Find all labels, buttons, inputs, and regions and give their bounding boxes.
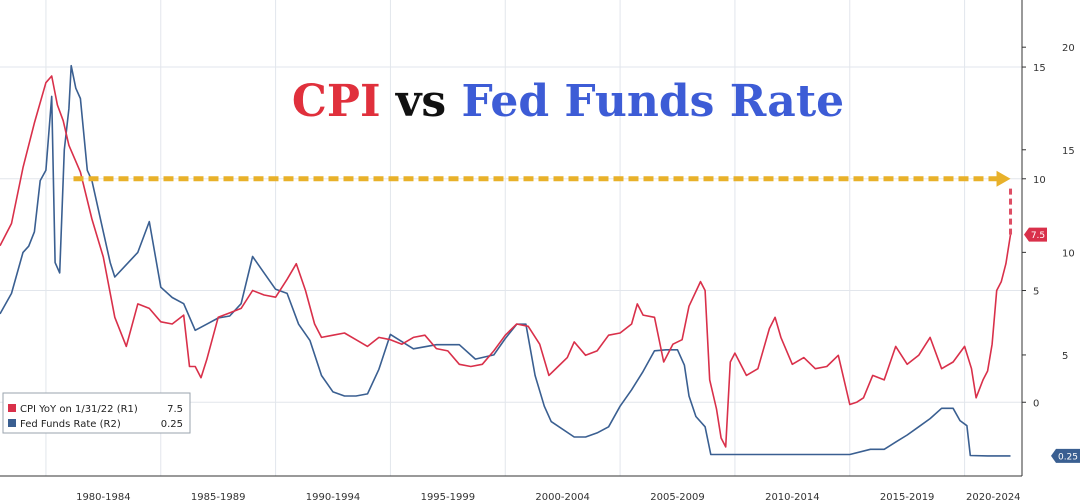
r1-tick-label-3: 15 [1033, 63, 1046, 74]
cpi-last-value-badge: 7.5 [1031, 231, 1045, 241]
x-tick-label-1: 1985-1989 [191, 492, 246, 503]
guide-arrowhead [996, 170, 1011, 187]
x-tick-label-4: 2000-2004 [535, 492, 590, 503]
cpi-series [0, 75, 1012, 448]
x-tick-label-7: 2015-2019 [880, 492, 935, 503]
r1-tick-label-0: 0 [1033, 398, 1039, 409]
legend-value-cpi: 7.5 [167, 404, 183, 415]
r2-tick-label-2: 15 [1062, 146, 1075, 157]
x-tick-label-0: 1980-1984 [76, 492, 131, 503]
cpi-line [0, 75, 1012, 448]
r1-tick-label-2: 10 [1033, 175, 1046, 186]
legend-swatch-fed [8, 419, 16, 427]
x-tick-label-2: 1990-1994 [306, 492, 361, 503]
x-tick-label-5: 2005-2009 [650, 492, 705, 503]
legend-swatch-cpi [8, 404, 16, 412]
x-tick-label-6: 2010-2014 [765, 492, 820, 503]
title-cpi: CPI [292, 76, 381, 127]
title-vs: vs [381, 76, 462, 127]
legend-value-fed: 0.25 [161, 419, 183, 430]
grid-layer [0, 0, 1022, 476]
r2-tick-label-1: 10 [1062, 248, 1075, 259]
r1-tick-label-1: 5 [1033, 287, 1039, 298]
legend-box [2, 392, 191, 434]
cpi-last-value-badge-bg [1024, 227, 1047, 242]
x-tick-label-3: 1995-1999 [421, 492, 476, 503]
title-fed-funds-rate: Fed Funds Rate [462, 76, 845, 127]
chart-title: CPI vs Fed Funds Rate [292, 76, 844, 127]
fed-last-value-badge-bg [1051, 448, 1080, 463]
r2-tick-label-0: 5 [1062, 351, 1068, 362]
guide-annotation [73, 170, 1013, 235]
fed-funds-line [0, 64, 1011, 457]
legend-label-fed: Fed Funds Rate (R2) [20, 419, 121, 430]
legend: CPI YoY on 1/31/22 (R1) 7.5 Fed Funds Ra… [2, 392, 191, 434]
fed-funds-series [0, 64, 1011, 457]
fed-last-value-badge: 0.25 [1058, 452, 1078, 462]
x-tick-label-8: 2020-2024 [966, 492, 1021, 503]
r2-tick-label-3: 20 [1062, 43, 1075, 54]
legend-label-cpi: CPI YoY on 1/31/22 (R1) [20, 404, 138, 415]
